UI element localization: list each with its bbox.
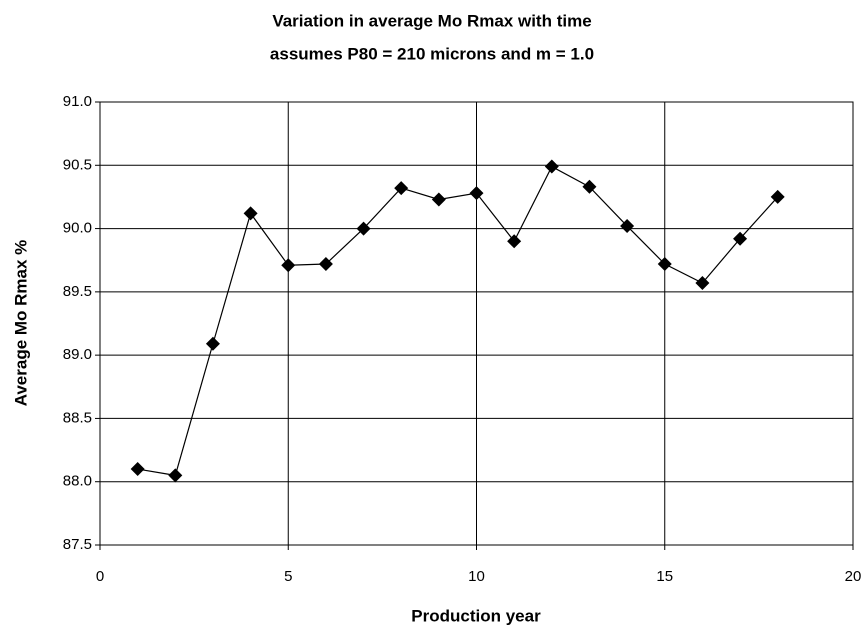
data-point bbox=[733, 231, 748, 246]
data-point bbox=[205, 336, 220, 351]
chart-title: Variation in average Mo Rmax with time bbox=[272, 11, 591, 30]
data-point bbox=[657, 257, 672, 272]
y-tick-label: 89.0 bbox=[63, 346, 92, 363]
y-tick-label: 87.5 bbox=[63, 536, 92, 553]
data-point bbox=[431, 192, 446, 207]
data-point bbox=[695, 275, 710, 290]
plot-frame bbox=[99, 101, 854, 546]
y-tick-label: 88.5 bbox=[63, 409, 92, 426]
y-tick-label: 91.0 bbox=[63, 93, 92, 110]
y-tick-label: 90.0 bbox=[63, 220, 92, 237]
series-line bbox=[137, 165, 779, 477]
y-tick-label: 90.5 bbox=[63, 156, 92, 173]
y-tick-label: 89.5 bbox=[63, 283, 92, 300]
data-point bbox=[620, 219, 635, 234]
data-point bbox=[130, 462, 145, 477]
data-point bbox=[507, 234, 522, 249]
y-axis-label: Average Mo Rmax % bbox=[11, 240, 30, 407]
x-axis-label: Production year bbox=[411, 606, 541, 625]
data-point bbox=[356, 221, 371, 236]
data-point bbox=[469, 186, 484, 201]
data-point bbox=[770, 189, 785, 204]
data-point bbox=[168, 468, 183, 483]
data-point bbox=[318, 257, 333, 272]
data-point bbox=[243, 206, 258, 221]
data-point bbox=[544, 159, 559, 174]
data-point bbox=[281, 258, 296, 273]
data-point bbox=[582, 179, 597, 194]
x-tick-label: 15 bbox=[656, 568, 673, 585]
x-tick-label: 20 bbox=[845, 568, 862, 585]
x-tick-label: 10 bbox=[468, 568, 485, 585]
x-tick-label: 5 bbox=[284, 568, 292, 585]
data-point bbox=[394, 181, 409, 196]
y-tick-label: 88.0 bbox=[63, 473, 92, 490]
x-tick-label: 0 bbox=[96, 568, 104, 585]
chart-subtitle: assumes P80 = 210 microns and m = 1.0 bbox=[270, 44, 594, 63]
